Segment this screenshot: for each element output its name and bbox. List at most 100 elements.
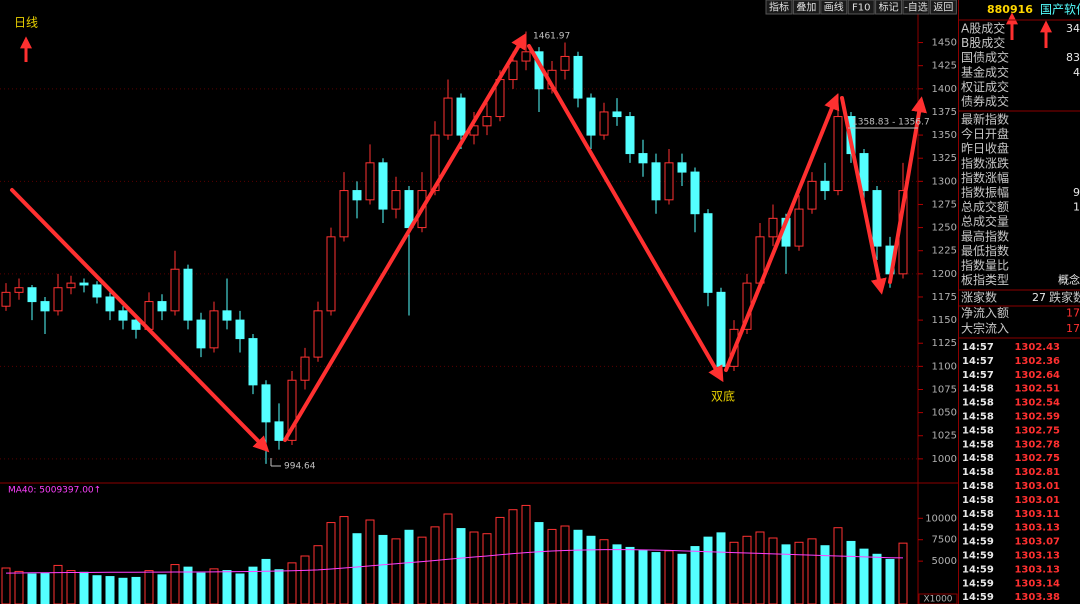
- volume-bar: [664, 550, 674, 604]
- tick-time: 14:58: [962, 439, 994, 450]
- toolbar-label[interactable]: -自选: [904, 1, 928, 14]
- volume-bar: [638, 549, 648, 604]
- volume-bar: [456, 528, 466, 604]
- candle-body: [326, 236, 336, 312]
- tick-time: 14:57: [962, 370, 994, 381]
- toolbar-button[interactable]: [902, 0, 930, 15]
- tick-price: 1303.13: [1014, 523, 1060, 534]
- candle-body: [118, 310, 128, 321]
- candle-body: [560, 55, 570, 71]
- y-tick-label: 1250: [932, 223, 957, 234]
- volume-bar: [807, 538, 817, 604]
- y-tick-label: 5000: [932, 556, 957, 567]
- candle-body: [339, 190, 349, 238]
- stat-label: 债券成交: [961, 94, 1009, 109]
- candle-body: [690, 171, 700, 215]
- tick-time: 14:58: [962, 467, 994, 478]
- tick-time: 14:57: [962, 356, 994, 367]
- tick-time: 14:57: [962, 342, 994, 353]
- volume-bar: [417, 536, 427, 604]
- tick-time: 14:58: [962, 453, 994, 464]
- volume-bar: [547, 528, 557, 604]
- candle-body: [157, 301, 167, 312]
- tick-price: 1302.75: [1014, 453, 1060, 464]
- candle-body: [313, 310, 323, 358]
- candle-body: [651, 162, 661, 201]
- ma-label: MA40: 5009397.00↑: [8, 486, 101, 496]
- candles: [1, 31, 908, 464]
- volume-bar: [14, 570, 24, 604]
- tick-time: 14:59: [962, 523, 994, 534]
- stat-value: 17: [1066, 322, 1080, 335]
- toolbar-label[interactable]: F10: [852, 3, 870, 14]
- arrow: [888, 96, 927, 284]
- y-tick-label: 1400: [932, 84, 957, 95]
- tick-price: 1302.81: [1014, 467, 1060, 478]
- stat-label: 涨家数: [961, 290, 997, 305]
- tick-time: 14:59: [962, 578, 994, 589]
- volume-bar: [898, 542, 908, 604]
- volume-bar: [833, 527, 843, 604]
- index-code: 880916: [987, 3, 1033, 16]
- candle-body: [820, 180, 830, 192]
- volume-bar: [612, 544, 622, 604]
- volume-bar: [534, 522, 544, 604]
- tick-time: 14:58: [962, 425, 994, 436]
- volume-bar: [391, 538, 401, 604]
- unit-label: X1000: [923, 595, 952, 604]
- volume-bar: [222, 570, 232, 604]
- stat-label: 总成交额: [961, 199, 1009, 214]
- volume-bar: [430, 526, 440, 604]
- candle-body: [196, 319, 206, 349]
- tick-price: 1302.64: [1014, 370, 1060, 381]
- chart-title: 日线: [14, 16, 38, 30]
- candle-body: [261, 384, 271, 423]
- toolbar-label[interactable]: 叠加: [796, 2, 816, 14]
- candle-body: [586, 97, 596, 136]
- volume-bar: [274, 569, 284, 604]
- volume-bar: [209, 568, 219, 604]
- tick-time: 14:58: [962, 509, 994, 520]
- tick-time: 14:58: [962, 481, 994, 492]
- toolbar-button[interactable]: [820, 0, 848, 15]
- toolbar-label[interactable]: 标记: [879, 2, 899, 14]
- candle-body: [716, 291, 726, 367]
- candle-body: [508, 60, 518, 81]
- y-tick-label: 1050: [932, 408, 957, 419]
- stat-label: 最新指数: [961, 112, 1009, 127]
- volume-bar: [105, 576, 115, 604]
- stat-value: 83: [1066, 51, 1080, 64]
- toolbar-label[interactable]: 返回: [933, 2, 953, 14]
- annotation: 1358.83 - 1356.7: [852, 118, 930, 128]
- volume-bar: [794, 541, 804, 604]
- y-tick-label: 1375: [932, 107, 957, 118]
- stat-label: 指数涨幅: [961, 170, 1009, 185]
- annotation: 994.64: [284, 462, 316, 472]
- candle-body: [872, 190, 882, 247]
- candle-body: [40, 301, 50, 312]
- volume-bar: [339, 516, 349, 604]
- stat-value: 17: [1066, 307, 1080, 320]
- volume-bar: [183, 566, 193, 604]
- toolbar-label[interactable]: 指标: [769, 1, 789, 14]
- volume-bar: [573, 529, 583, 604]
- y-tick-label: 1275: [932, 199, 957, 210]
- y-tick-label: 1100: [932, 361, 957, 372]
- volume-bar: [625, 546, 635, 604]
- toolbar-button[interactable]: [875, 0, 903, 15]
- toolbar: 指标 叠加 画线 F10 标记 -自选 返回: [765, 0, 957, 15]
- toolbar-button[interactable]: [765, 0, 793, 15]
- candle-body: [521, 51, 531, 62]
- toolbar-button[interactable]: [847, 0, 875, 15]
- y-tick-label: 1025: [932, 431, 957, 442]
- trend-arrows: [10, 12, 1052, 453]
- toolbar-button[interactable]: [929, 0, 957, 15]
- volume-bar: [378, 534, 388, 604]
- volume-bar: [729, 541, 739, 604]
- toolbar-button[interactable]: [792, 0, 820, 15]
- toolbar-label[interactable]: 画线: [824, 1, 844, 14]
- volume-bar: [157, 574, 167, 604]
- tick-price: 1303.11: [1014, 509, 1060, 520]
